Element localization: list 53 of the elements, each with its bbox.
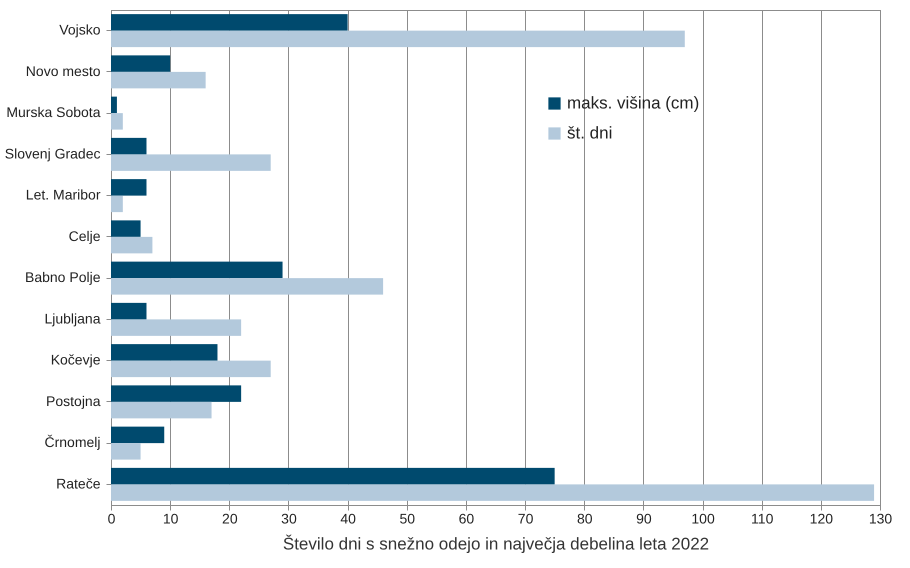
y-tick-label: Črnomelj bbox=[44, 434, 100, 450]
bar bbox=[111, 468, 555, 484]
bar bbox=[111, 14, 348, 31]
x-tick-label: 100 bbox=[691, 510, 715, 526]
bar bbox=[111, 30, 685, 48]
bar bbox=[111, 344, 218, 361]
bar bbox=[111, 220, 141, 237]
bar bbox=[111, 484, 874, 501]
y-tick-label: Celje bbox=[68, 228, 101, 244]
bar bbox=[111, 179, 146, 196]
x-tick-label: 80 bbox=[576, 510, 593, 526]
x-tick-label: 40 bbox=[340, 510, 356, 526]
bar bbox=[111, 426, 164, 444]
x-tick-label: 110 bbox=[751, 510, 774, 526]
x-tick-label: 30 bbox=[281, 510, 297, 526]
bar bbox=[111, 443, 141, 460]
y-tick-label: Rateče bbox=[56, 475, 101, 492]
x-tick-label: 10 bbox=[162, 510, 179, 526]
bar bbox=[111, 262, 283, 278]
bar bbox=[111, 302, 146, 320]
x-tick-label: 70 bbox=[518, 510, 534, 526]
bar bbox=[111, 55, 170, 72]
legend-label: št. dni bbox=[567, 124, 612, 142]
y-tick-label: Novo mesto bbox=[26, 62, 101, 79]
legend-label: maks. višina (cm) bbox=[567, 94, 700, 112]
x-tick-label: 60 bbox=[458, 510, 474, 526]
bar bbox=[111, 196, 123, 212]
bar bbox=[111, 402, 212, 418]
x-axis-title: Število dni s snežno odejo in največja debelina leta 2022 bbox=[282, 534, 710, 554]
bar bbox=[111, 138, 146, 154]
y-tick-label: Let. Maribor bbox=[26, 186, 101, 203]
bar bbox=[111, 236, 152, 254]
bar bbox=[111, 154, 271, 171]
y-tick-label: Postojna bbox=[46, 392, 101, 409]
y-tick-label: Vojsko bbox=[59, 22, 101, 38]
x-tick-label: 20 bbox=[222, 510, 238, 526]
y-tick-label: Murska Sobota bbox=[6, 104, 101, 120]
y-tick-label: Kočevje bbox=[50, 352, 101, 368]
bar bbox=[111, 113, 123, 130]
y-tick-label: Slovenj Gradec bbox=[4, 145, 100, 162]
bar bbox=[111, 360, 271, 378]
bar bbox=[111, 278, 384, 295]
x-tick-label: 130 bbox=[868, 510, 892, 526]
x-tick-label: 50 bbox=[399, 510, 416, 526]
x-tick-label: 90 bbox=[636, 510, 652, 526]
y-tick-label: Ljubljana bbox=[44, 310, 101, 326]
y-tick-label: Babno Polje bbox=[24, 269, 101, 286]
x-tick-label: 0 bbox=[108, 510, 116, 526]
bar bbox=[111, 72, 206, 88]
bar bbox=[111, 319, 242, 336]
bar bbox=[111, 96, 117, 114]
bar bbox=[111, 385, 242, 402]
x-tick-label: 120 bbox=[810, 510, 834, 526]
